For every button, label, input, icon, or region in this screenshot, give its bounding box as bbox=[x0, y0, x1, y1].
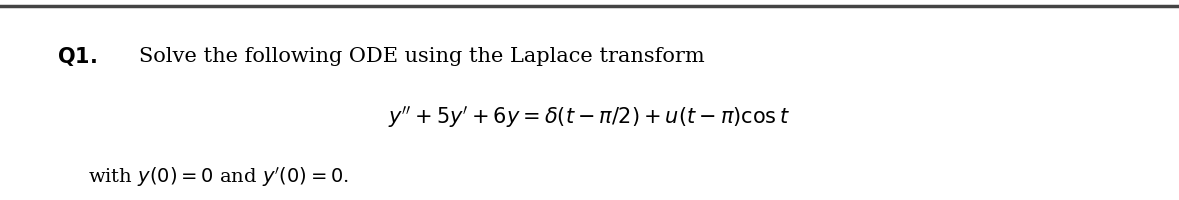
Text: Solve the following ODE using the Laplace transform: Solve the following ODE using the Laplac… bbox=[139, 47, 705, 65]
Text: $\mathbf{Q1.}$: $\mathbf{Q1.}$ bbox=[57, 45, 97, 67]
Text: $y'' + 5y' + 6y = \delta(t - \pi/2) + u(t - \pi)\cos t$: $y'' + 5y' + 6y = \delta(t - \pi/2) + u(… bbox=[388, 103, 791, 129]
Text: with $y(0) = 0$ and $y'(0) = 0$.: with $y(0) = 0$ and $y'(0) = 0$. bbox=[88, 164, 350, 188]
